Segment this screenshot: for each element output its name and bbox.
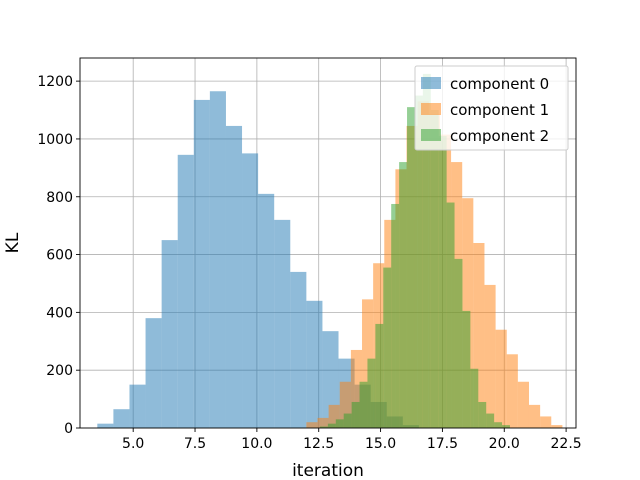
bar-series-1-bin-21 (540, 416, 552, 428)
x-tick-label-1: 7.5 (184, 436, 206, 452)
bar-series-2-bin-11 (407, 107, 415, 428)
bar-series-2-bin-8 (383, 267, 392, 428)
y-tick-label-3: 600 (46, 248, 73, 264)
series-2-bars (319, 73, 510, 428)
bar-series-1-bin-22 (551, 425, 563, 428)
bar-series-1-bin-3 (339, 381, 351, 428)
bar-series-1-bin-1 (317, 417, 329, 428)
bar-series-1-bin-4 (350, 349, 363, 428)
bar-series-2-bin-20 (478, 401, 487, 428)
x-axis-ticks: 5.0 7.5 10.0 12.5 15.0 17.5 20.0 22.5 (122, 428, 582, 452)
bar-series-2-bin-14 (430, 110, 439, 428)
x-tick-label-5: 17.5 (427, 436, 458, 452)
bar-series-1-bin-18 (506, 354, 518, 428)
bar-series-0-bin-11 (274, 219, 291, 428)
y-axis-title: KL (3, 232, 23, 253)
legend-swatch-0 (421, 77, 441, 89)
bar-series-1-bin-16 (484, 284, 496, 428)
bar-series-2-bin-15 (438, 136, 447, 428)
bar-series-2-bin-6 (367, 358, 376, 428)
bar-series-2-bin-23 (502, 425, 510, 428)
legend-swatch-2 (421, 129, 441, 141)
bar-series-2-bin-12 (414, 95, 423, 428)
bar-series-0-bin-0 (97, 423, 114, 428)
legend-label-0: component 0 (450, 75, 549, 93)
legend-frame (414, 65, 569, 151)
bar-series-1-bin-15 (473, 243, 485, 428)
legend-swatch-1 (421, 103, 441, 115)
bar-series-2-bin-7 (375, 323, 384, 428)
bar-series-2-bin-1 (327, 423, 336, 428)
bar-series-0-bin-9 (242, 153, 259, 428)
bar-series-0-bin-5 (177, 154, 194, 428)
bar-series-2-bin-2 (335, 419, 344, 428)
legend: component 0 component 1 component 2 (414, 65, 569, 151)
bar-series-1-bin-2 (328, 404, 340, 428)
x-tick-label-6: 20.0 (489, 436, 520, 452)
bar-series-2-bin-16 (446, 202, 455, 428)
bar-series-0-bin-10 (258, 193, 275, 428)
x-tick-label-2: 10.0 (241, 436, 272, 452)
bar-series-2-bin-5 (359, 381, 368, 428)
bar-series-2-bin-0 (319, 426, 328, 428)
y-tick-label-1: 200 (46, 363, 73, 379)
bar-series-2-bin-4 (351, 401, 360, 428)
bar-series-1-bin-0 (306, 422, 318, 428)
bar-series-2-bin-22 (494, 422, 503, 428)
bar-series-0-bin-7 (209, 91, 226, 428)
y-tick-label-6: 1200 (37, 74, 73, 90)
x-axis-title: iteration (292, 461, 364, 480)
bar-series-0-bin-13 (306, 300, 323, 428)
bar-series-1-bin-20 (528, 404, 541, 428)
bar-series-2-bin-18 (462, 310, 471, 428)
y-tick-label-2: 400 (46, 305, 73, 321)
y-axis-ticks: 0 200 400 600 800 1000 1200 (37, 74, 80, 437)
plot-frame (79, 57, 577, 429)
bar-series-2-bin-9 (391, 203, 400, 428)
bar-series-1-bin-19 (517, 381, 529, 428)
bar-series-0-bin-4 (161, 240, 178, 428)
bar-series-2-bin-19 (470, 368, 479, 428)
bar-series-0-bin-8 (225, 125, 243, 428)
bar-series-2-bin-17 (454, 258, 463, 428)
bar-series-2-bin-10 (399, 162, 408, 428)
y-tick-label-4: 800 (46, 190, 73, 206)
bar-series-2-bin-13 (422, 73, 431, 428)
bar-series-2-bin-3 (343, 413, 352, 428)
bar-series-1-bin-17 (495, 329, 507, 428)
y-tick-label-0: 0 (64, 421, 73, 437)
x-tick-label-7: 22.5 (551, 436, 582, 452)
bar-series-0-bin-6 (193, 99, 210, 428)
bar-series-0-bin-1 (113, 409, 130, 428)
x-tick-label-0: 5.0 (122, 436, 144, 452)
x-tick-label-4: 15.0 (365, 436, 396, 452)
bar-series-0-bin-3 (145, 318, 162, 428)
x-tick-label-3: 12.5 (303, 436, 334, 452)
bar-series-0-bin-12 (290, 271, 307, 428)
bar-series-0-bin-2 (129, 384, 146, 428)
bar-series-0-bin-14 (322, 331, 339, 428)
legend-label-2: component 2 (450, 127, 549, 145)
y-tick-label-5: 1000 (37, 132, 73, 148)
bar-series-2-bin-21 (486, 413, 495, 428)
legend-label-1: component 1 (450, 101, 549, 119)
histogram-bars (97, 73, 563, 428)
